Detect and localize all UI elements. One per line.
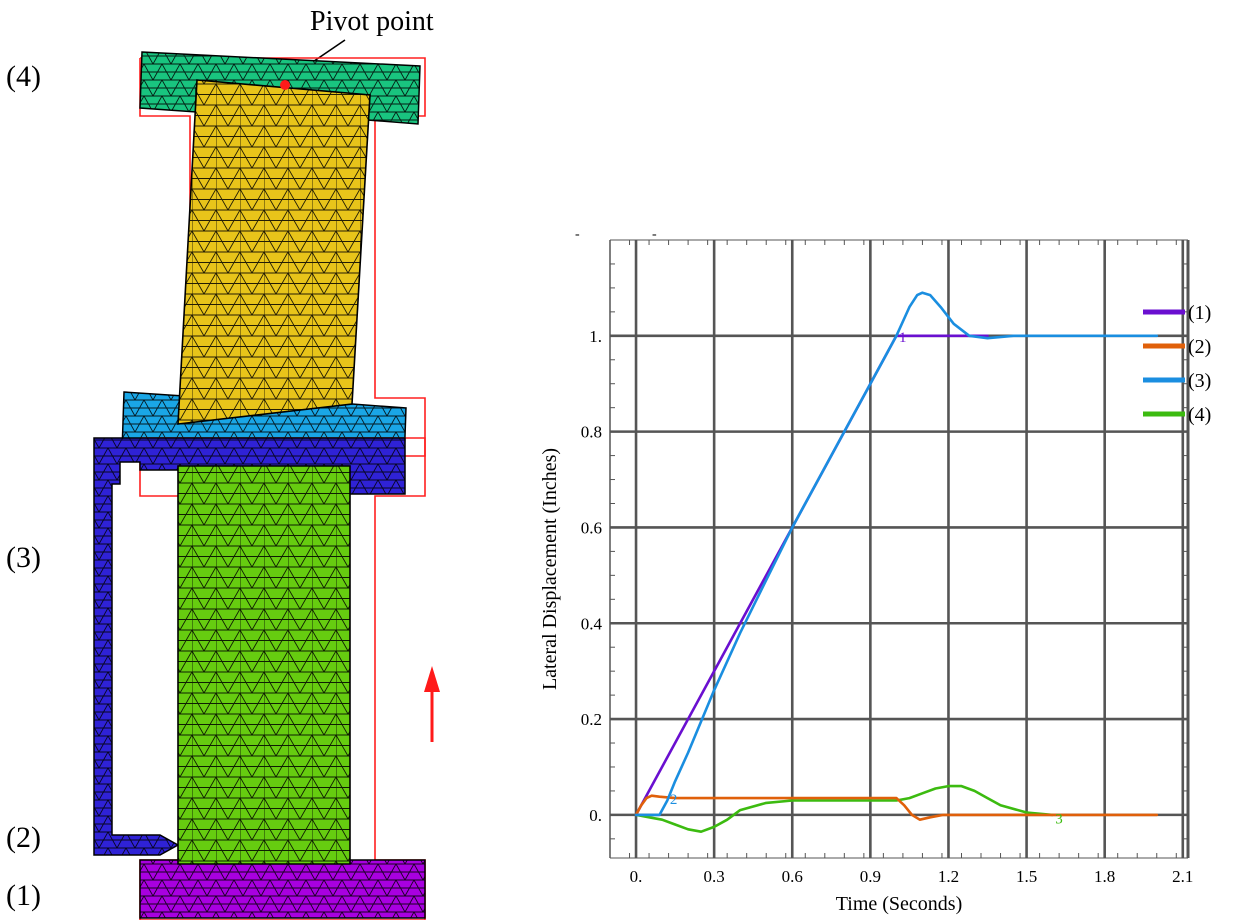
curve-label: 3 (1055, 811, 1063, 827)
y-tick-label: 0.6 (581, 518, 602, 537)
legend-label-2: (2) (1188, 336, 1211, 358)
y-axis-label: Lateral Displacement (Inches) (539, 448, 561, 690)
stage-label-4: (4) (6, 60, 41, 93)
base-block-1 (139, 859, 426, 919)
series-line-2 (634, 794, 1159, 822)
upper-assembly (121, 51, 426, 465)
legend-label-3: (3) (1188, 370, 1211, 392)
lower-core-block (177, 465, 351, 865)
series-line-1 (634, 334, 989, 817)
upper-core-block (177, 79, 371, 425)
lower-assembly (93, 437, 440, 920)
curve-label: 2 (670, 792, 678, 808)
x-tick-label: 1.5 (1016, 867, 1037, 886)
pivot-point-marker (280, 80, 290, 90)
top-mark: - (652, 227, 657, 242)
mesh-diagram: (4) (3) (2) (1) Pivot point (6, 6, 440, 920)
y-tick-label: 0.8 (581, 423, 602, 442)
y-tick-label: 0.2 (581, 710, 602, 729)
x-tick-label: 2.1 (1172, 867, 1193, 886)
legend-label-4: (4) (1188, 404, 1211, 426)
x-tick-label: 1.8 (1094, 867, 1115, 886)
y-tick-label: 0.4 (581, 614, 603, 633)
x-tick-label: 1.2 (938, 867, 959, 886)
x-tick-label: 0.3 (704, 867, 725, 886)
x-axis-label: Time (Seconds) (836, 893, 962, 915)
series-line-3 (634, 291, 1159, 817)
y-tick-label: 0. (589, 806, 602, 825)
stage-label-3: (3) (6, 541, 41, 574)
x-tick-label: 0. (630, 867, 643, 886)
series-line-4 (634, 784, 1054, 834)
legend-label-1: (1) (1188, 302, 1211, 324)
displacement-direction-arrow (424, 666, 440, 742)
pivot-point-label: Pivot point (310, 6, 434, 37)
stage-label-1: (1) (6, 879, 41, 912)
curve-label: 1 (899, 330, 907, 346)
stage-label-2: (2) (6, 821, 41, 854)
x-tick-label: 0.6 (782, 867, 803, 886)
top-mark: - (575, 227, 580, 242)
y-tick-label: 1. (589, 327, 602, 346)
x-tick-label: 0.9 (860, 867, 881, 886)
